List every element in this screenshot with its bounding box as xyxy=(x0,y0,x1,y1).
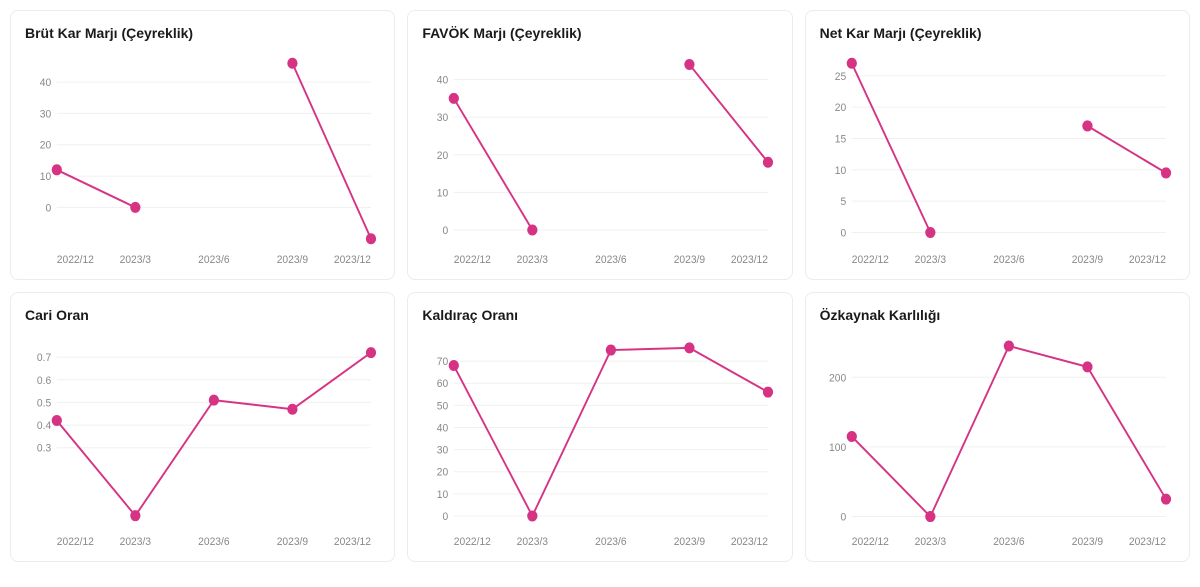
svg-text:2023/6: 2023/6 xyxy=(198,254,229,266)
svg-text:2023/3: 2023/3 xyxy=(120,536,151,548)
brut-kar-marji-svg: 0 10 20 30 40 2022/12 2023/3 2023/6 2023/9 2023/1… xyxy=(25,49,380,269)
kaldirac-orani-svg: 0 10 20 30 40 50 60 70 2022/12 2023/3 2023/6 2023/9… xyxy=(422,331,777,551)
svg-text:70: 70 xyxy=(437,356,449,368)
net-kar-marji-svg: 0 5 10 15 20 25 2022/12 2023/3 2023/6 2023/9 2023/… xyxy=(820,49,1175,269)
svg-text:20: 20 xyxy=(40,139,52,151)
favok-marji-title: FAVÖK Marjı (Çeyreklik) xyxy=(422,25,777,41)
svg-text:0: 0 xyxy=(45,202,51,214)
svg-text:2023/6: 2023/6 xyxy=(993,536,1024,548)
svg-text:20: 20 xyxy=(437,149,449,161)
favok-marji-svg: 0 10 20 30 40 2022/12 2023/3 2023/6 2023/9 2023/1… xyxy=(422,49,777,269)
svg-text:0: 0 xyxy=(840,511,846,523)
svg-text:15: 15 xyxy=(834,133,846,145)
svg-text:2023/12: 2023/12 xyxy=(334,536,371,548)
ozkaynak-karliligi-svg: 0 100 200 2022/12 2023/3 2023/6 2023/9 2023/12 xyxy=(820,331,1175,551)
svg-text:0: 0 xyxy=(443,511,449,523)
kaldirac-orani-card: Kaldıraç Oranı 0 10 20 30 40 50 60 70 2022/12 2023… xyxy=(407,292,792,562)
svg-text:0.6: 0.6 xyxy=(37,374,51,386)
svg-text:2023/9: 2023/9 xyxy=(674,536,705,548)
svg-text:2022/12: 2022/12 xyxy=(851,536,888,548)
brut-kar-marji-title: Brüt Kar Marjı (Çeyreklik) xyxy=(25,25,380,41)
svg-text:2023/3: 2023/3 xyxy=(120,254,151,266)
svg-text:30: 30 xyxy=(437,112,449,124)
svg-text:2023/9: 2023/9 xyxy=(674,254,705,266)
svg-text:100: 100 xyxy=(829,442,846,454)
kaldirac-orani-chart: 0 10 20 30 40 50 60 70 2022/12 2023/3 2023/6 2023/9… xyxy=(422,331,777,551)
svg-text:20: 20 xyxy=(834,102,846,114)
svg-text:2023/6: 2023/6 xyxy=(596,254,627,266)
svg-text:2023/6: 2023/6 xyxy=(198,536,229,548)
cari-oran-title: Cari Oran xyxy=(25,307,380,323)
svg-text:2023/3: 2023/3 xyxy=(914,254,945,266)
svg-text:25: 25 xyxy=(834,71,846,83)
svg-text:2023/12: 2023/12 xyxy=(731,254,768,266)
brut-kar-marji-card: Brüt Kar Marjı (Çeyreklik) 0 10 20 30 40 2022/… xyxy=(10,10,395,280)
svg-text:30: 30 xyxy=(437,444,449,456)
net-kar-marji-chart: 0 5 10 15 20 25 2022/12 2023/3 2023/6 2023/9 2023/… xyxy=(820,49,1175,269)
svg-text:40: 40 xyxy=(40,77,52,89)
svg-text:0: 0 xyxy=(443,225,449,237)
svg-text:10: 10 xyxy=(834,165,846,177)
cari-oran-svg: 0.3 0.4 0.5 0.6 0.7 2022/12 2023/3 2023/6 2023/9… xyxy=(25,331,380,551)
svg-text:2023/12: 2023/12 xyxy=(334,254,371,266)
ozkaynak-karliligi-card: Özkaynak Karlılığı 0 100 200 2022/12 2023/3 20… xyxy=(805,292,1190,562)
svg-text:10: 10 xyxy=(40,171,52,183)
svg-text:10: 10 xyxy=(437,187,449,199)
svg-text:40: 40 xyxy=(437,422,449,434)
svg-text:30: 30 xyxy=(40,108,52,120)
cari-oran-card: Cari Oran 0.3 0.4 0.5 0.6 0.7 2022/12 2023/3 202… xyxy=(10,292,395,562)
svg-text:2022/12: 2022/12 xyxy=(851,254,888,266)
svg-text:20: 20 xyxy=(437,466,449,478)
svg-text:0.7: 0.7 xyxy=(37,352,51,364)
net-kar-marji-card: Net Kar Marjı (Çeyreklik) 0 5 10 15 20 25 2022/… xyxy=(805,10,1190,280)
svg-text:2023/12: 2023/12 xyxy=(731,536,768,548)
kaldirac-orani-title: Kaldıraç Oranı xyxy=(422,307,777,323)
svg-text:2023/6: 2023/6 xyxy=(993,254,1024,266)
svg-text:2023/9: 2023/9 xyxy=(277,536,308,548)
favok-marji-chart: 0 10 20 30 40 2022/12 2023/3 2023/6 2023/9 2023/1… xyxy=(422,49,777,269)
svg-text:2022/12: 2022/12 xyxy=(57,254,94,266)
svg-text:2022/12: 2022/12 xyxy=(57,536,94,548)
cari-oran-chart: 0.3 0.4 0.5 0.6 0.7 2022/12 2023/3 2023/6 2023/9… xyxy=(25,331,380,551)
ozkaynak-karliligi-title: Özkaynak Karlılığı xyxy=(820,307,1175,323)
svg-text:5: 5 xyxy=(840,196,846,208)
svg-text:0: 0 xyxy=(840,227,846,239)
svg-text:0.4: 0.4 xyxy=(37,420,51,432)
svg-text:0.3: 0.3 xyxy=(37,442,51,454)
svg-text:2023/3: 2023/3 xyxy=(517,536,548,548)
brut-kar-marji-chart: 0 10 20 30 40 2022/12 2023/3 2023/6 2023/9 2023/1… xyxy=(25,49,380,269)
svg-text:2023/9: 2023/9 xyxy=(1071,254,1102,266)
svg-text:2023/9: 2023/9 xyxy=(277,254,308,266)
svg-text:10: 10 xyxy=(437,489,449,501)
svg-text:2023/12: 2023/12 xyxy=(1129,254,1166,266)
ozkaynak-karliligi-chart: 0 100 200 2022/12 2023/3 2023/6 2023/9 2023/12 xyxy=(820,331,1175,551)
svg-text:2023/6: 2023/6 xyxy=(596,536,627,548)
svg-text:2023/12: 2023/12 xyxy=(1129,536,1166,548)
svg-text:40: 40 xyxy=(437,74,449,86)
svg-text:2022/12: 2022/12 xyxy=(454,536,491,548)
svg-text:60: 60 xyxy=(437,378,449,390)
svg-text:50: 50 xyxy=(437,400,449,412)
svg-text:2023/9: 2023/9 xyxy=(1071,536,1102,548)
svg-text:200: 200 xyxy=(829,372,846,384)
net-kar-marji-title: Net Kar Marjı (Çeyreklik) xyxy=(820,25,1175,41)
svg-text:2022/12: 2022/12 xyxy=(454,254,491,266)
charts-grid: Brüt Kar Marjı (Çeyreklik) 0 10 20 30 40 2022/… xyxy=(10,10,1190,562)
svg-text:2023/3: 2023/3 xyxy=(914,536,945,548)
svg-text:0.5: 0.5 xyxy=(37,397,51,409)
favok-marji-card: FAVÖK Marjı (Çeyreklik) 0 10 20 30 40 2022/12 2… xyxy=(407,10,792,280)
svg-text:2023/3: 2023/3 xyxy=(517,254,548,266)
